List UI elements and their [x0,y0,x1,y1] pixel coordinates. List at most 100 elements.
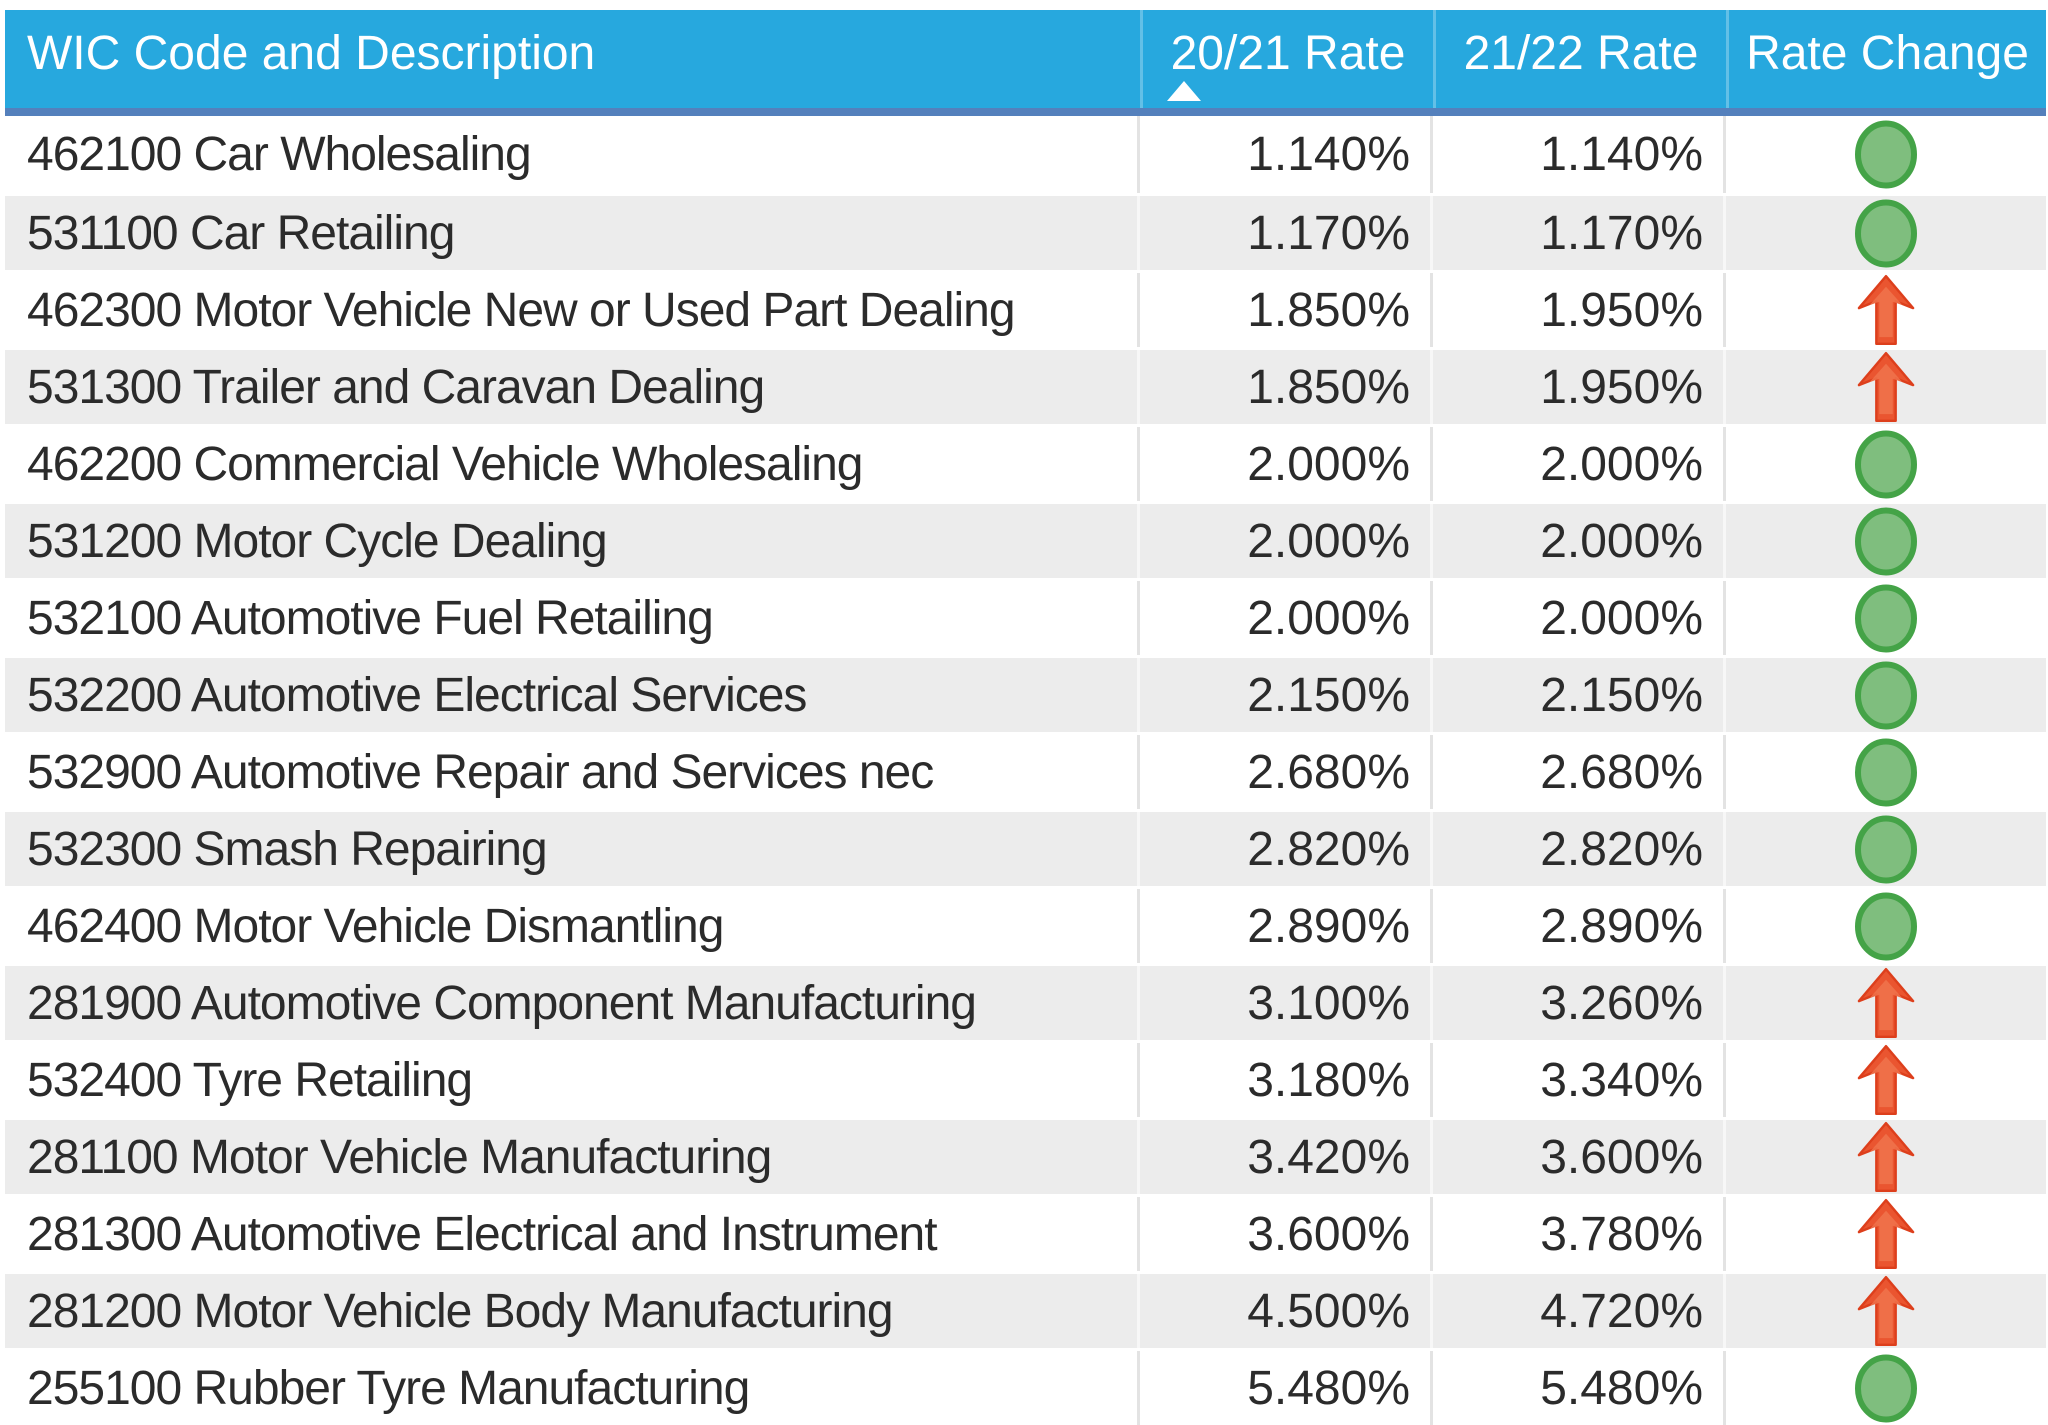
rate-2122-cell: 1.950% [1433,273,1726,347]
no-change-circle-icon [1855,1354,1917,1422]
no-change-circle-icon [1855,815,1917,883]
wic-description-cell: 462300 Motor Vehicle New or Used Part De… [5,273,1140,347]
rate-2122-cell: 3.780% [1433,1197,1726,1271]
rate-change-cell [1726,504,2046,578]
rate-change-cell [1726,1120,2046,1194]
no-change-circle-icon [1855,738,1917,806]
table-row[interactable]: 531100 Car Retailing 1.170% 1.170% [5,193,2046,270]
table-row[interactable]: 462200 Commercial Vehicle Wholesaling 2.… [5,424,2046,501]
table-row[interactable]: 532900 Automotive Repair and Services ne… [5,732,2046,809]
rate-2122-cell: 3.340% [1433,1043,1726,1117]
rate-2122-cell: 2.000% [1433,427,1726,501]
wic-description-cell: 462100 Car Wholesaling [5,116,1140,193]
table-row[interactable]: 281300 Automotive Electrical and Instrum… [5,1194,2046,1271]
table-row[interactable]: 255100 Rubber Tyre Manufacturing 5.480% … [5,1348,2046,1425]
rate-increase-arrow-icon [1857,274,1915,346]
rate-change-cell [1726,1197,2046,1271]
no-change-circle-icon [1855,507,1917,575]
column-header-label: Rate Change [1746,27,2029,80]
no-change-circle-icon [1855,661,1917,729]
table-row[interactable]: 531200 Motor Cycle Dealing 2.000% 2.000% [5,501,2046,578]
rate-2021-cell: 2.680% [1140,735,1433,809]
rate-2021-cell: 3.600% [1140,1197,1433,1271]
column-header-2021-rate[interactable]: 20/21 Rate [1140,10,1433,108]
table-row[interactable]: 462100 Car Wholesaling 1.140% 1.140% [5,116,2046,193]
rate-2122-cell: 2.000% [1433,581,1726,655]
column-header-2122-rate[interactable]: 21/22 Rate [1433,10,1726,108]
rate-2021-cell: 2.000% [1140,427,1433,501]
rate-increase-arrow-icon [1857,967,1915,1039]
rate-2021-cell: 1.170% [1140,196,1433,270]
rate-2122-cell: 1.170% [1433,196,1726,270]
rate-change-cell [1726,812,2046,886]
no-change-circle-icon [1855,199,1917,267]
rate-change-cell [1726,581,2046,655]
rate-increase-arrow-icon [1857,1044,1915,1116]
column-header-wic-code-description[interactable]: WIC Code and Description [5,10,1140,108]
rate-change-cell [1726,116,2046,193]
rate-2021-cell: 3.100% [1140,966,1433,1040]
rate-2122-cell: 3.600% [1433,1120,1726,1194]
rate-change-cell [1726,658,2046,732]
table-row[interactable]: 281900 Automotive Component Manufacturin… [5,963,2046,1040]
column-header-label: 20/21 Rate [1170,27,1406,80]
table-row[interactable]: 532200 Automotive Electrical Services 2.… [5,655,2046,732]
rate-change-cell [1726,196,2046,270]
column-header-rate-change[interactable]: Rate Change [1726,10,2046,108]
wic-description-cell: 462200 Commercial Vehicle Wholesaling [5,427,1140,501]
wic-description-cell: 281900 Automotive Component Manufacturin… [5,966,1140,1040]
rate-change-cell [1726,1274,2046,1348]
rate-2122-cell: 2.680% [1433,735,1726,809]
wic-description-cell: 532200 Automotive Electrical Services [5,658,1140,732]
rate-change-cell [1726,1043,2046,1117]
rate-increase-arrow-icon [1857,1198,1915,1270]
rate-2021-cell: 2.000% [1140,504,1433,578]
column-header-label: 21/22 Rate [1463,27,1699,80]
no-change-circle-icon [1855,120,1917,189]
rate-change-cell [1726,966,2046,1040]
table-row[interactable]: 462300 Motor Vehicle New or Used Part De… [5,270,2046,347]
wic-description-cell: 281100 Motor Vehicle Manufacturing [5,1120,1140,1194]
table-row[interactable]: 281200 Motor Vehicle Body Manufacturing … [5,1271,2046,1348]
rate-change-cell [1726,1351,2046,1425]
table-row[interactable]: 532100 Automotive Fuel Retailing 2.000% … [5,578,2046,655]
rate-2021-cell: 3.180% [1140,1043,1433,1117]
wic-description-cell: 255100 Rubber Tyre Manufacturing [5,1351,1140,1425]
wic-description-cell: 532100 Automotive Fuel Retailing [5,581,1140,655]
rate-2021-cell: 2.820% [1140,812,1433,886]
rate-2122-cell: 1.140% [1433,116,1726,193]
rate-increase-arrow-icon [1857,351,1915,423]
table-header-row: WIC Code and Description 20/21 Rate 21/2… [5,10,2046,116]
rate-2021-cell: 3.420% [1140,1120,1433,1194]
wic-description-cell: 281300 Automotive Electrical and Instrum… [5,1197,1140,1271]
wic-description-cell: 532900 Automotive Repair and Services ne… [5,735,1140,809]
rate-2021-cell: 1.850% [1140,350,1433,424]
table-row[interactable]: 281100 Motor Vehicle Manufacturing 3.420… [5,1117,2046,1194]
table-body: 462100 Car Wholesaling 1.140% 1.140% 531… [5,116,2046,1425]
rate-2122-cell: 2.820% [1433,812,1726,886]
rate-2122-cell: 2.890% [1433,889,1726,963]
wic-description-cell: 532300 Smash Repairing [5,812,1140,886]
rate-2122-cell: 2.000% [1433,504,1726,578]
rate-change-cell [1726,735,2046,809]
wic-description-cell: 532400 Tyre Retailing [5,1043,1140,1117]
rate-2122-cell: 5.480% [1433,1351,1726,1425]
rate-change-cell [1726,427,2046,501]
rate-2021-cell: 4.500% [1140,1274,1433,1348]
sort-ascending-icon [1167,81,1201,101]
table-row[interactable]: 531300 Trailer and Caravan Dealing 1.850… [5,347,2046,424]
column-header-label: WIC Code and Description [27,27,596,80]
wic-description-cell: 462400 Motor Vehicle Dismantling [5,889,1140,963]
rate-2021-cell: 2.890% [1140,889,1433,963]
no-change-circle-icon [1855,892,1917,960]
wic-description-cell: 531300 Trailer and Caravan Dealing [5,350,1140,424]
rate-2122-cell: 2.150% [1433,658,1726,732]
rate-2122-cell: 4.720% [1433,1274,1726,1348]
rate-2122-cell: 3.260% [1433,966,1726,1040]
table-row[interactable]: 532400 Tyre Retailing 3.180% 3.340% [5,1040,2046,1117]
rate-increase-arrow-icon [1857,1121,1915,1193]
table-row[interactable]: 532300 Smash Repairing 2.820% 2.820% [5,809,2046,886]
rate-change-cell [1726,273,2046,347]
rate-2021-cell: 1.140% [1140,116,1433,193]
table-row[interactable]: 462400 Motor Vehicle Dismantling 2.890% … [5,886,2046,963]
